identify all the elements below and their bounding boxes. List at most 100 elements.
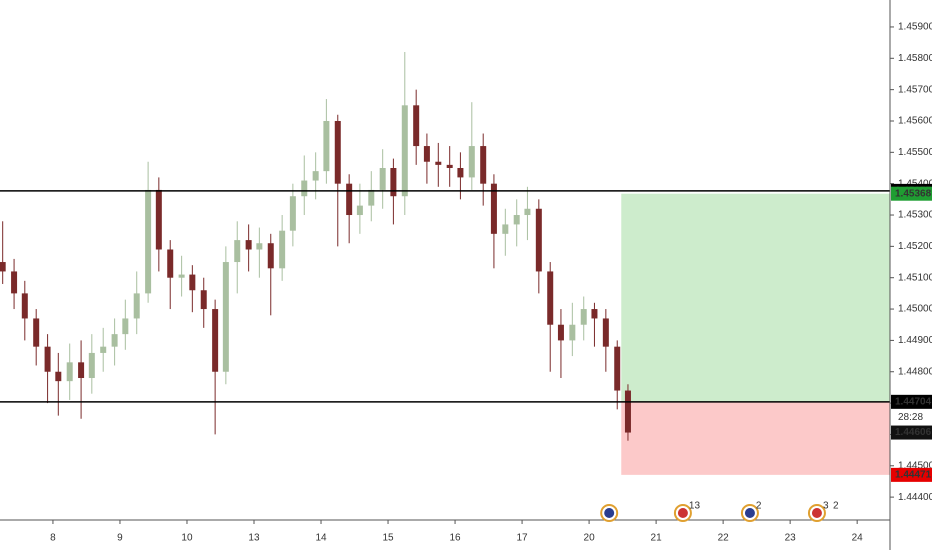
candle-body (413, 105, 420, 147)
y-tick-label: 1.45400 (898, 178, 932, 189)
event-count: 3 (823, 501, 829, 512)
candle-body (435, 161, 442, 165)
candle-body (480, 146, 487, 184)
candle-body (78, 362, 85, 379)
candle-body (167, 249, 174, 278)
candle-body (200, 290, 207, 310)
candle-body (212, 309, 219, 372)
candle-body (222, 262, 229, 372)
candle-body (312, 171, 319, 181)
stop-tag: 1.44471 (895, 470, 932, 481)
candle-body (256, 243, 263, 250)
y-tick-label: 1.44500 (898, 460, 932, 471)
y-tick-label: 1.45700 (898, 84, 932, 95)
candle-body (547, 271, 554, 325)
x-tick-label: 13 (248, 533, 260, 544)
x-tick-label: 15 (382, 533, 394, 544)
candle-body (423, 146, 430, 162)
candle-body (524, 208, 531, 216)
candle-body (289, 196, 296, 231)
x-tick-label: 9 (117, 533, 123, 544)
candle-body (133, 293, 140, 319)
x-tick-label: 16 (449, 533, 461, 544)
candle-body (535, 208, 542, 272)
candle-body (100, 346, 107, 353)
price-axis (890, 0, 932, 550)
y-tick-label: 1.45800 (898, 53, 932, 64)
x-tick-label: 17 (517, 533, 529, 544)
x-tick-label: 21 (651, 533, 663, 544)
candle-body (401, 105, 408, 197)
stop-zone (621, 401, 890, 475)
stop-tag-bg (891, 467, 932, 482)
target-tag: 1.45368 (895, 188, 932, 199)
candle-body (557, 324, 564, 341)
y-tick-label: 1.45000 (898, 304, 932, 315)
candle-body (602, 318, 609, 347)
candle-body (33, 318, 40, 347)
candle-body (379, 168, 386, 190)
candle-body (591, 309, 598, 319)
x-tick-label: 20 (584, 533, 596, 544)
x-tick-label: 14 (315, 533, 327, 544)
candle-body (569, 324, 576, 341)
candle-body (145, 189, 152, 294)
candle-body (122, 318, 129, 335)
candle-body (88, 352, 95, 379)
candle-body (189, 274, 196, 291)
x-tick-label: 22 (718, 533, 730, 544)
candle-body (267, 243, 274, 269)
candle-body (624, 390, 631, 433)
candle-body (0, 262, 6, 272)
event-count: 2 (756, 501, 762, 512)
x-tick-label: 24 (852, 533, 864, 544)
candle-body (356, 205, 363, 216)
candle-body (66, 362, 73, 382)
candle-body (301, 180, 308, 197)
candle-body (279, 230, 286, 269)
y-tick-label: 1.44900 (898, 335, 932, 346)
candle-body (368, 189, 375, 206)
candle-body (490, 183, 497, 234)
candle-body (513, 215, 520, 225)
countdown: 28:28 (898, 412, 923, 423)
candle-body (245, 240, 252, 250)
candle-body (614, 346, 621, 391)
candle-body (21, 293, 28, 319)
event-flag (744, 508, 755, 518)
target-tag-bg (891, 186, 932, 201)
candle-body (234, 240, 241, 263)
event-flag (677, 508, 688, 518)
y-tick-label: 1.45300 (898, 210, 932, 221)
candle-body (11, 271, 18, 294)
hline-tag: 1.44704 (895, 396, 932, 407)
y-tick-label: 1.45100 (898, 272, 932, 283)
y-tick-label: 1.45600 (898, 116, 932, 127)
candle-body (334, 120, 341, 184)
last-price-tag: 1.44606 (895, 427, 932, 438)
candle-body (155, 189, 162, 250)
event-count: 2 (833, 501, 839, 512)
event-count: 13 (689, 501, 701, 512)
y-tick-label: 1.45500 (898, 147, 932, 158)
candle-body (323, 120, 330, 172)
x-tick-label: 8 (50, 533, 56, 544)
candle-body (446, 164, 453, 169)
candle-body (346, 183, 353, 216)
candle-body (111, 334, 118, 347)
target-zone (621, 193, 890, 402)
last-price-tag-bg (891, 425, 932, 440)
y-tick-label: 1.44800 (898, 366, 932, 377)
hline-tag-bg (891, 394, 932, 409)
y-tick-label: 1.45900 (898, 22, 932, 33)
candle-body (468, 146, 475, 178)
candle-body (390, 168, 397, 197)
candle-body (44, 346, 51, 372)
candle-body (178, 274, 185, 278)
event-flag (604, 508, 615, 518)
x-tick-label: 23 (785, 533, 797, 544)
candle-body (502, 224, 509, 234)
x-tick-label: 10 (181, 533, 193, 544)
candle-body (55, 371, 62, 382)
